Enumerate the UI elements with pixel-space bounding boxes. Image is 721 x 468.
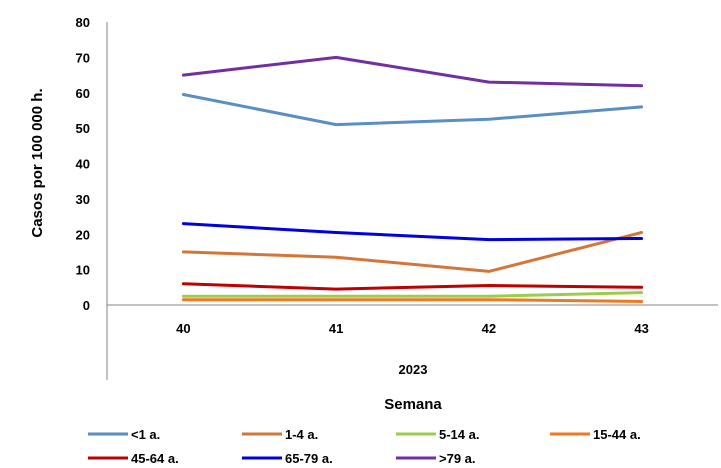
legend-label: 45-64 a. (131, 451, 179, 466)
y-tick-label: 50 (76, 121, 90, 136)
y-tick-label: 30 (76, 192, 90, 207)
chart-axes (106, 22, 718, 380)
x-tick-label: 41 (329, 321, 343, 336)
x-tick-label: 40 (176, 321, 190, 336)
y-tick-label: 0 (83, 298, 90, 313)
series-line (181, 55, 644, 88)
x-axis-title: Semana (384, 396, 442, 413)
legend-label: 1-4 a. (285, 427, 318, 442)
series-line (181, 291, 644, 298)
series-line (181, 298, 644, 303)
legend: <1 a. 1-4 a. 5-14 a. 15-44 a. 45-64 a. 65-79 … (88, 427, 641, 466)
y-tick-label: 70 (76, 50, 90, 65)
y-tick-label: 10 (76, 263, 90, 278)
y-tick-label: 60 (76, 86, 90, 101)
y-axis-title: Casos por 100 000 h. (29, 88, 46, 237)
legend-label: 5-14 a. (439, 427, 479, 442)
x-tick-labels: 40 41 42 43 (176, 321, 649, 336)
y-tick-label: 40 (76, 157, 90, 172)
x-tick-label: 43 (634, 321, 648, 336)
x-group-label: 2023 (399, 362, 428, 377)
series-line (181, 93, 644, 127)
y-tick-label: 20 (76, 227, 90, 242)
x-tick-label: 42 (482, 321, 496, 336)
y-tick-label: 80 (76, 15, 90, 30)
y-tick-labels: 0 10 20 30 40 50 60 70 80 (76, 15, 90, 313)
legend-label: 65-79 a. (285, 451, 333, 466)
series-line (181, 222, 644, 242)
series-line (181, 231, 644, 273)
legend-label: 15-44 a. (593, 427, 641, 442)
series-lines (181, 55, 644, 303)
legend-label: <1 a. (131, 427, 160, 442)
legend-label: >79 a. (439, 451, 476, 466)
series-line (181, 282, 644, 291)
